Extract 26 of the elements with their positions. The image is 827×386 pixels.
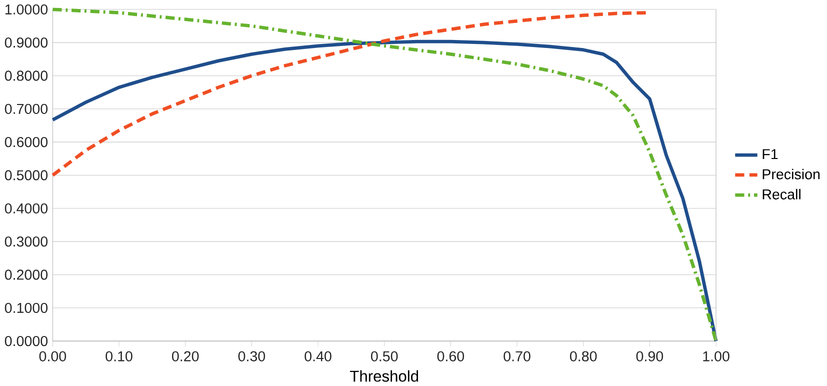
y-tick-label: 0.1000 — [4, 302, 48, 313]
x-tick-label: 0.00 — [39, 351, 66, 362]
y-tick-label: 1.0000 — [5, 4, 48, 14]
y-tick-label: 0.0000 — [4, 336, 48, 346]
x-tick-label: 0.20 — [172, 351, 199, 362]
y-tick-label: 0.9000 — [4, 37, 48, 48]
x-tick-label: 0.50 — [370, 351, 398, 362]
x-tick-label: 0.30 — [238, 351, 266, 362]
y-tick-label: 0.6000 — [4, 136, 48, 148]
x-tick-label: 0.90 — [636, 351, 664, 362]
y-tick-label: 0.8000 — [4, 70, 48, 81]
x-tick-label: 0.40 — [304, 351, 332, 362]
x-tick-label: 1.00 — [703, 351, 730, 362]
x-tick-label: 0.70 — [504, 351, 530, 362]
legend-label: Recall — [762, 188, 800, 200]
x-tick-label: 0.80 — [570, 351, 597, 362]
y-tick-label: 0.5000 — [4, 170, 48, 180]
legend-label: Precision — [762, 168, 820, 180]
x-tick-label: 0.60 — [437, 351, 464, 362]
y-tick-label: 0.3000 — [4, 236, 48, 247]
y-tick-label: 0.7000 — [4, 104, 48, 114]
x-tick-label: 0.10 — [106, 351, 132, 362]
x-axis-title: Threshold — [350, 370, 418, 382]
y-tick-label: 0.4000 — [4, 203, 48, 214]
legend-label: F1 — [762, 149, 778, 160]
y-tick-label: 0.2000 — [4, 270, 48, 280]
